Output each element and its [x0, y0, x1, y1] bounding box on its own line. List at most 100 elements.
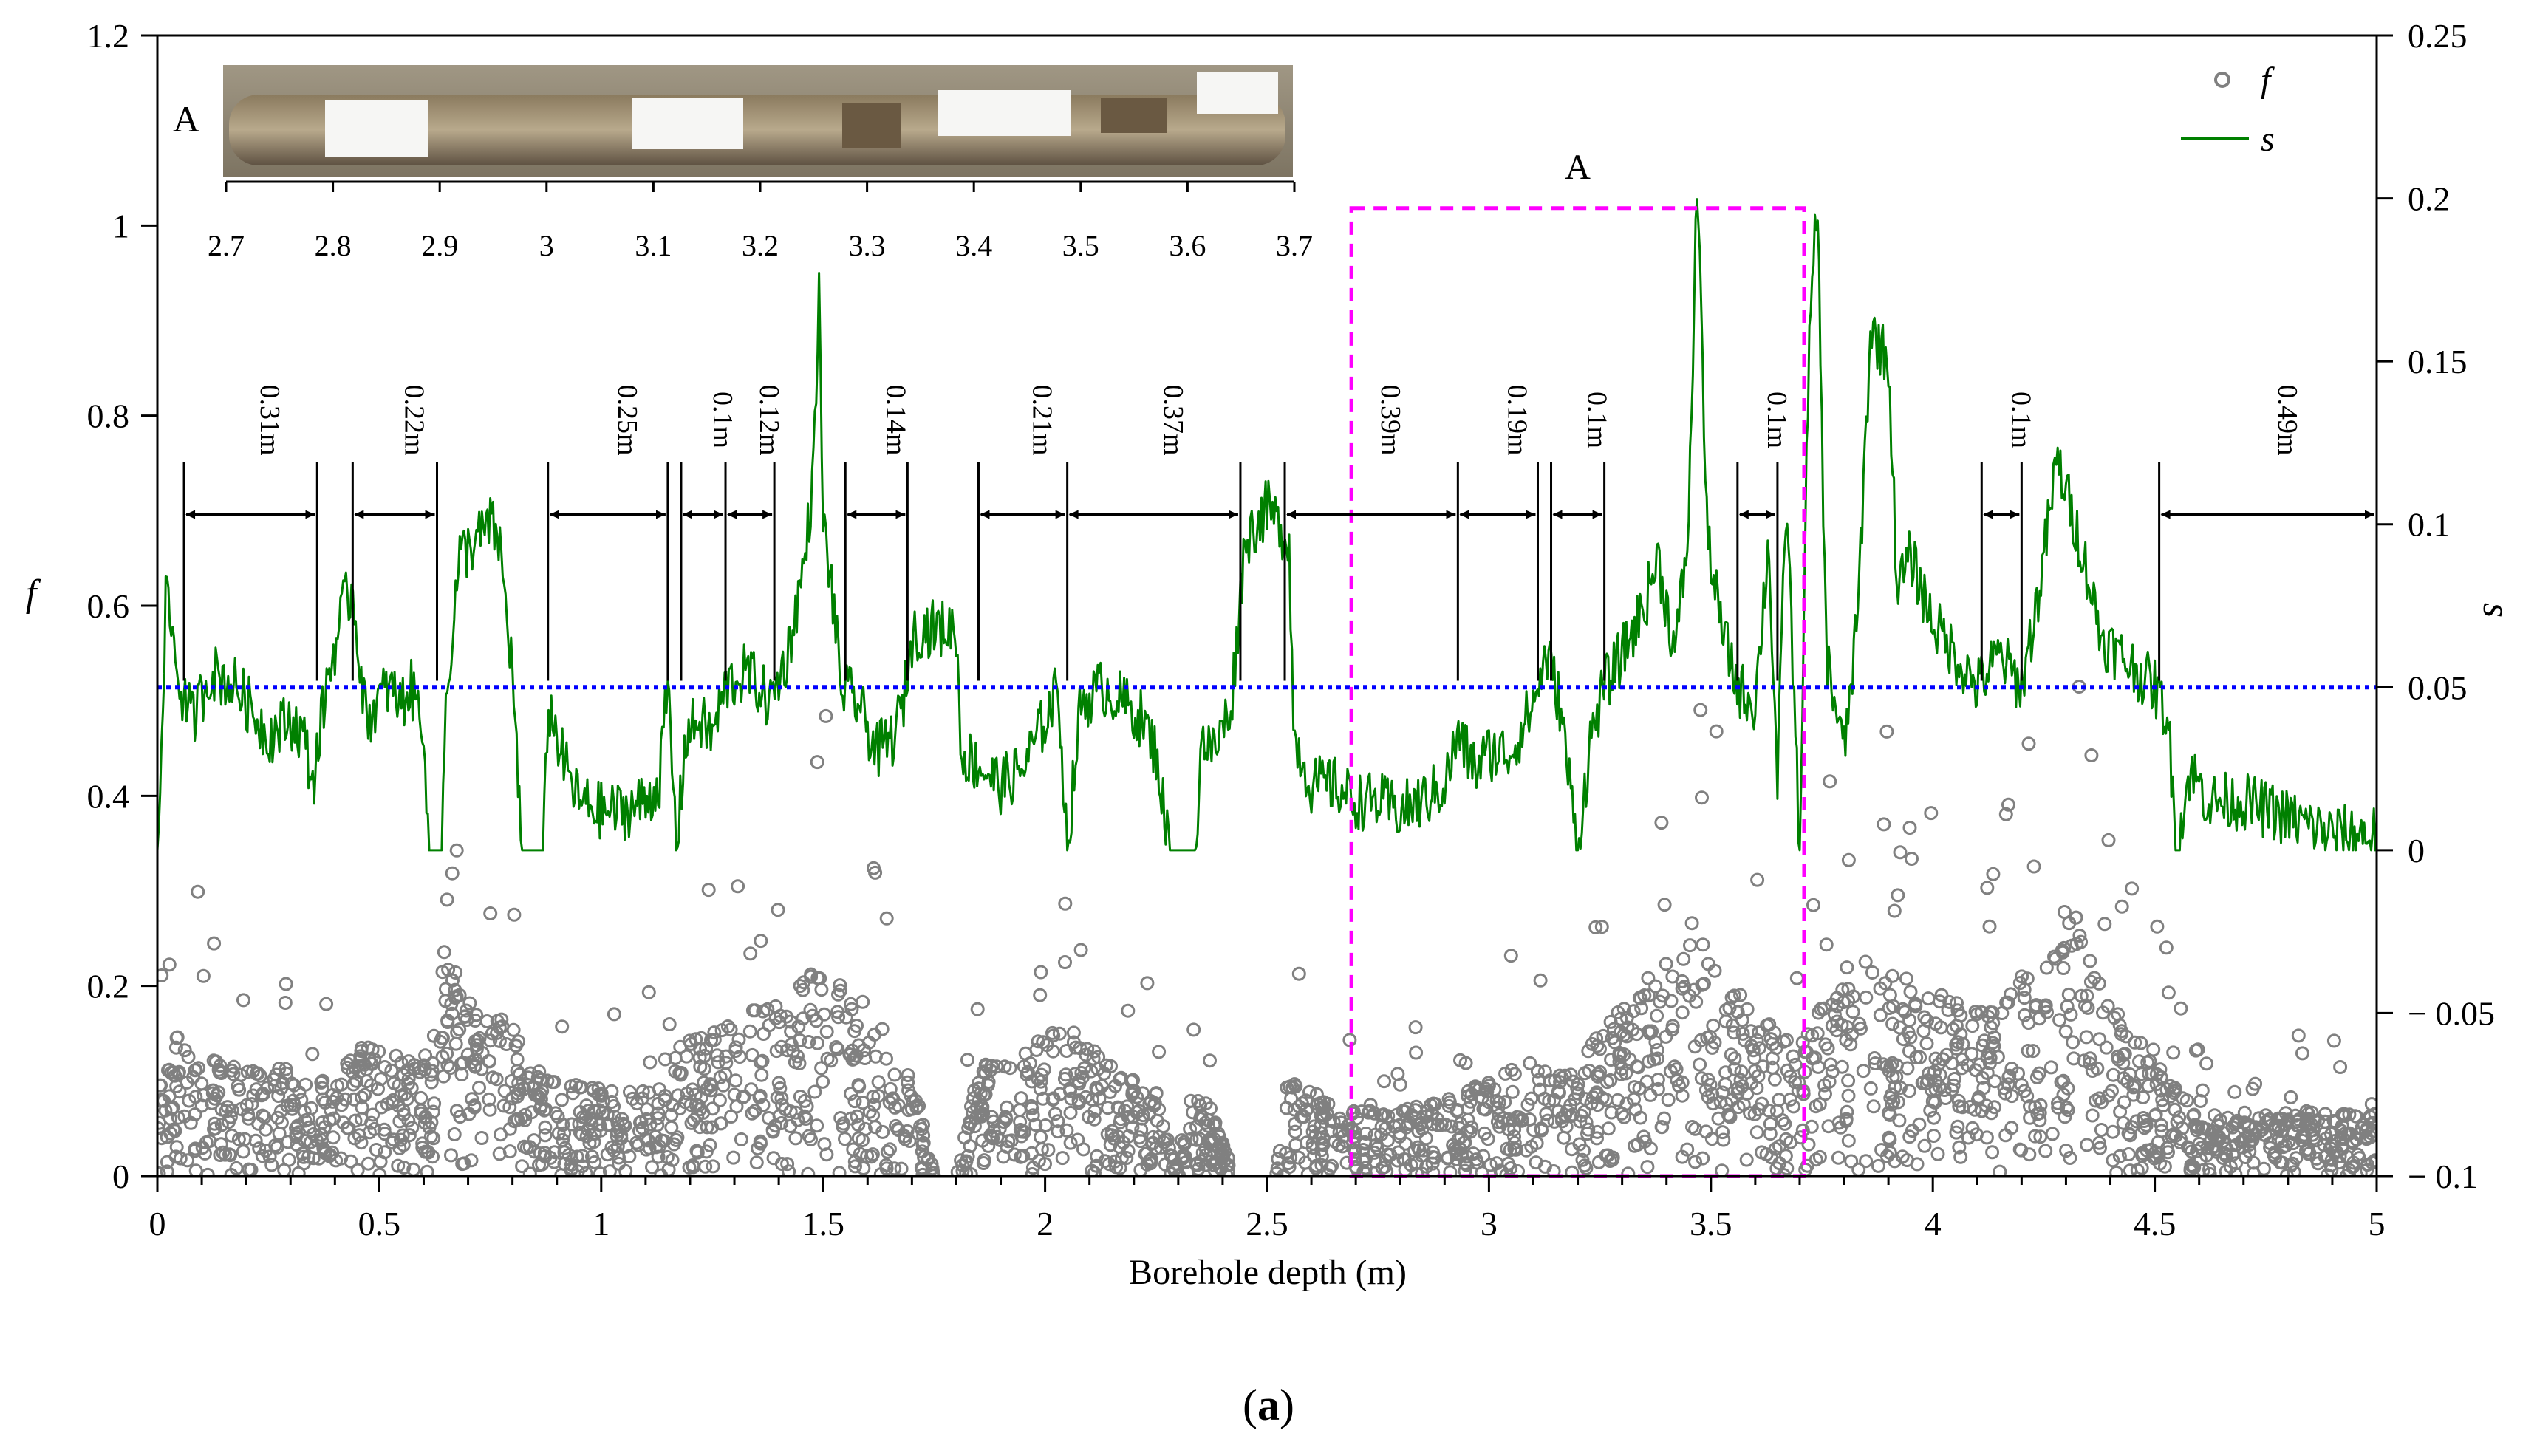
y-left-tick-label: 1	[112, 207, 129, 245]
f-point	[1879, 724, 1894, 739]
f-point	[1059, 1067, 1073, 1082]
highlight-box-label: A	[1565, 148, 1591, 187]
f-point	[213, 1059, 228, 1073]
f-point	[1903, 985, 1918, 999]
f-point	[415, 1136, 430, 1151]
x-tick-label: 1.5	[802, 1205, 844, 1243]
f-point	[319, 997, 334, 1011]
f-point	[2116, 1056, 2131, 1070]
f-point	[1841, 852, 1856, 867]
f-point	[1013, 1123, 1028, 1137]
f-point	[690, 1109, 705, 1124]
f-point	[372, 1167, 387, 1176]
f-point	[1902, 821, 1917, 835]
f-point	[816, 1074, 830, 1089]
f-point	[1075, 1070, 1090, 1084]
f-point	[1041, 1143, 1056, 1158]
f-point	[1915, 1076, 1930, 1090]
f-point	[1740, 1087, 1755, 1101]
x-tick-label: 1	[593, 1205, 610, 1243]
f-point	[464, 1153, 479, 1168]
f-point	[171, 1064, 186, 1079]
f-point	[1396, 1152, 1411, 1167]
f-point	[1632, 991, 1647, 1005]
f-point	[439, 982, 453, 997]
inset-tick-label: 3.1	[635, 229, 672, 262]
f-point	[1706, 1018, 1721, 1033]
f-point	[2188, 1043, 2203, 1058]
f-point	[1464, 1094, 1478, 1109]
f-point	[1665, 1019, 1680, 1033]
f-point	[707, 1025, 722, 1040]
f-point	[851, 1118, 866, 1132]
f-point	[474, 1131, 489, 1145]
f-point	[796, 982, 810, 997]
f-point	[1533, 973, 1548, 988]
f-point	[1039, 1038, 1054, 1053]
f-point	[314, 1127, 329, 1142]
f-point	[791, 1112, 805, 1127]
f-point	[1718, 1077, 1732, 1092]
f-point	[2195, 1083, 2210, 1098]
f-point	[1052, 1026, 1067, 1041]
f-point	[1953, 1149, 1968, 1164]
f-point	[1012, 1103, 1027, 1118]
f-point	[1841, 1133, 1856, 1148]
f-point	[814, 982, 829, 997]
f-point	[2080, 1000, 2095, 1015]
f-point	[1202, 1132, 1217, 1146]
f-point	[2130, 1163, 2145, 1176]
f-point	[1558, 1108, 1573, 1122]
f-point	[584, 1112, 598, 1127]
f-point	[1508, 1142, 1523, 1157]
f-point	[405, 1121, 420, 1135]
f-point	[448, 1036, 463, 1051]
f-point	[2038, 1144, 2053, 1158]
f-point	[2099, 1040, 2114, 1055]
f-point	[222, 1147, 236, 1162]
f-point	[1812, 1097, 1827, 1112]
f-point	[502, 1144, 517, 1159]
f-point	[1628, 1102, 1643, 1117]
f-point	[2063, 1007, 2078, 1022]
f-point	[312, 1151, 327, 1166]
f-point	[281, 1152, 296, 1167]
f-point	[1694, 1071, 1709, 1086]
f-point	[554, 1093, 569, 1107]
f-point	[1922, 1066, 1936, 1081]
f-point	[2189, 1119, 2204, 1134]
f-point	[160, 1155, 174, 1169]
f-point	[1563, 1067, 1578, 1082]
interval-label: 0.21m	[1027, 385, 1058, 456]
f-point	[157, 1115, 166, 1130]
f-point	[1760, 1018, 1775, 1033]
f-point	[887, 1161, 902, 1176]
f-point	[1859, 1154, 1874, 1169]
f-point	[1546, 1164, 1561, 1176]
f-point	[1034, 1142, 1049, 1157]
f-point	[1986, 867, 2001, 881]
inset-tick-label: 3.3	[849, 229, 886, 262]
f-point	[207, 1116, 222, 1131]
f-point	[1863, 1081, 1878, 1096]
f-point	[522, 1166, 537, 1176]
f-point	[1763, 1127, 1778, 1141]
f-point	[1629, 1059, 1644, 1074]
f-point	[1811, 1059, 1826, 1074]
f-point	[2150, 919, 2165, 934]
f-point	[959, 1154, 974, 1169]
f-point	[389, 1048, 403, 1063]
f-point	[1174, 1151, 1189, 1166]
f-point	[2032, 1066, 2046, 1081]
f-point	[875, 1022, 890, 1036]
f-point	[194, 1098, 209, 1113]
f-point	[1804, 1119, 1819, 1134]
f-point	[768, 999, 783, 1014]
f-point	[1819, 937, 1834, 952]
y-left-tick-label: 0.2	[87, 968, 130, 1005]
f-point	[2109, 1165, 2124, 1176]
f-point	[745, 1047, 759, 1062]
f-point	[2002, 1068, 2017, 1083]
f-point	[171, 1110, 185, 1125]
f-point	[1427, 1150, 1442, 1165]
